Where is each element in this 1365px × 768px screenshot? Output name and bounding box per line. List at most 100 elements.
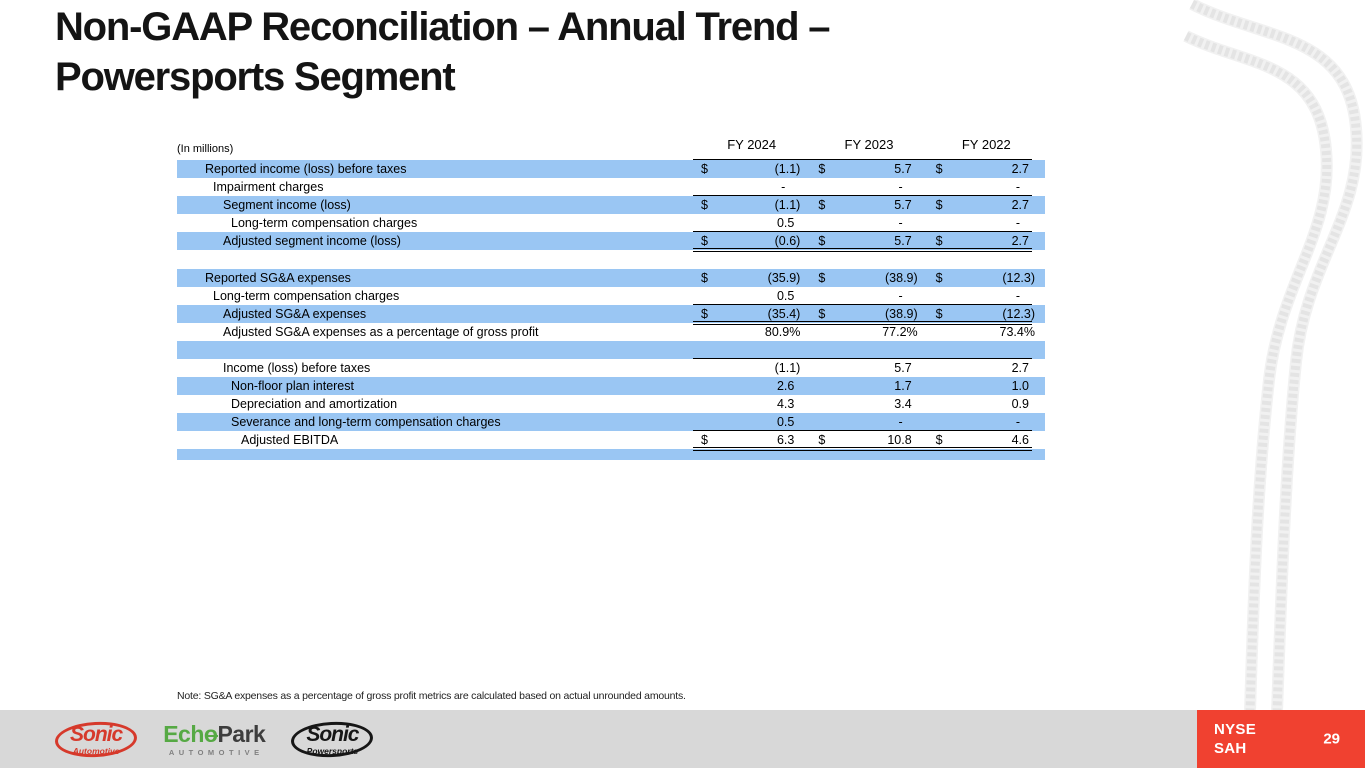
value-cell [928,250,1045,269]
cell-value: (35.9) [767,271,801,285]
row-label: Adjusted SG&A expenses as a percentage o… [223,325,539,339]
currency-symbol: $ [935,307,943,321]
reconciliation-table-body: Reported income (loss) before taxes $ (1.1… [177,160,1045,460]
cell-value: 73.4% [999,325,1035,339]
row-label: Non-floor plan interest [231,379,354,393]
value-cell: 77.2% [810,323,927,341]
echopark-logo-sub: AUTOMOTIVE [168,747,264,757]
value-cell: 2.6 [693,377,810,395]
value-cell [928,341,1045,359]
cell-value: (12.3) [1002,307,1035,321]
currency-symbol: $ [818,307,826,321]
cell-value: 5.7 [894,162,912,176]
value-cell: 1.0 [928,377,1045,395]
cell-value: 1.0 [1011,379,1029,393]
row-values: $ (1.1) $5.7 $2.7 [693,196,1045,214]
table-row: Long-term compensation charges 0.5 - - [177,214,1045,232]
table-row: Adjusted segment income (loss) $ (0.6) $5.7… [177,232,1045,252]
footnote: Note: SG&A expenses as a percentage of g… [177,690,686,702]
row-label: Adjusted segment income (loss) [223,234,401,248]
cell-value: 3.4 [894,397,912,411]
currency-symbol: $ [935,198,943,212]
table-row: Adjusted SG&A expenses as a percentage o… [177,323,1045,341]
table-spacer-row [177,341,1045,359]
cell-value: 6.3 [776,433,795,447]
cell-value: 2.7 [1011,198,1029,212]
cell-value: 0.9 [1011,397,1029,411]
value-cell: - [928,413,1045,431]
value-cell: (1.1) [693,359,810,377]
echopark-prefix: Ech [163,720,204,747]
table-row: Reported SG&A expenses $ (35.9) $ (38.9) $ (12… [177,269,1045,287]
cell-value: 2.6 [776,379,795,393]
value-cell: 0.5 [693,413,810,431]
cell-value: 4.6 [1011,433,1029,447]
sonic-automotive-logo-sub: Automotive [72,745,120,756]
row-values: 0.5 - - [693,413,1045,431]
cell-value: - [1015,216,1020,230]
value-cell: $5.7 [810,196,927,214]
row-values [693,250,1045,269]
value-cell: - [810,413,927,431]
currency-symbol: $ [701,271,708,285]
cell-value: (1.1) [774,361,801,375]
value-cell: - [693,178,810,196]
value-cell: $ (1.1) [693,196,810,214]
currency-symbol: $ [818,271,826,285]
table-row: Impairment charges - - - [177,178,1045,196]
currency-symbol: $ [818,234,826,248]
cell-value: 10.8 [887,433,912,447]
row-values: 0.5 - - [693,287,1045,305]
value-cell [693,341,810,359]
cell-value: - [898,180,903,194]
ticker-exchange: NYSE [1214,721,1257,738]
value-cell: $ (12.3) [928,305,1045,323]
row-label: Reported SG&A expenses [205,271,351,285]
row-label: Reported income (loss) before taxes [205,162,407,176]
value-cell: $2.7 [928,160,1045,178]
currency-symbol: $ [818,198,826,212]
value-cell: $4.6 [928,431,1045,449]
cell-value: - [898,289,903,303]
value-cell: $ (38.9) [810,305,927,323]
value-cell: - [928,214,1045,232]
currency-symbol: $ [935,162,943,176]
row-values: --- [693,178,1045,196]
table-row: Income (loss) before taxes (1.1) 5.7 2.7 [177,359,1045,377]
row-values: 0.5 - - [693,214,1045,232]
currency-symbol: $ [701,433,708,447]
value-cell: 0.9 [928,395,1045,413]
currency-symbol: $ [935,234,943,248]
value-cell: - [810,178,927,196]
column-header-fy2023: FY 2023 [844,137,894,152]
row-values: (1.1) 5.7 2.7 [693,359,1045,377]
cell-value: (38.9) [885,307,918,321]
cell-value: 5.7 [894,361,912,375]
row-label: Segment income (loss) [223,198,351,212]
cell-value: 5.7 [894,234,912,248]
sonic-powersports-logo-word: Sonic [306,722,359,746]
value-cell: 80.9% [693,323,810,341]
cell-value: (35.4) [767,307,801,321]
row-values: $ (35.9) $ (38.9) $ (12.3) [693,269,1045,287]
value-cell: $2.7 [928,196,1045,214]
cell-value: - [898,216,903,230]
row-label: Severance and long-term compensation cha… [231,415,501,429]
column-header-fy2022: FY 2022 [961,137,1011,152]
cell-value: 0.5 [776,415,795,429]
table-spacer-row [177,250,1045,269]
value-cell: - [928,178,1045,196]
units-label: (In millions) [177,143,234,155]
cell-value: - [1015,289,1020,303]
row-values: 80.9% 77.2% 73.4% [693,323,1045,341]
echopark-o: o [203,720,218,747]
cell-value: - [898,415,903,429]
cell-value: 2.7 [1011,361,1029,375]
table-row: Segment income (loss) $ (1.1) $5.7 $2.7 [177,196,1045,214]
table-row: Depreciation and amortization 4.3 3.4 0.9 [177,395,1045,413]
cell-value: 77.2% [882,325,918,339]
row-values: $ (1.1) $5.7 $2.7 [693,160,1045,178]
currency-symbol: $ [818,162,826,176]
row-label: Impairment charges [213,180,324,194]
slide-title: Non-GAAP Reconciliation – Annual Trend –… [55,2,831,102]
